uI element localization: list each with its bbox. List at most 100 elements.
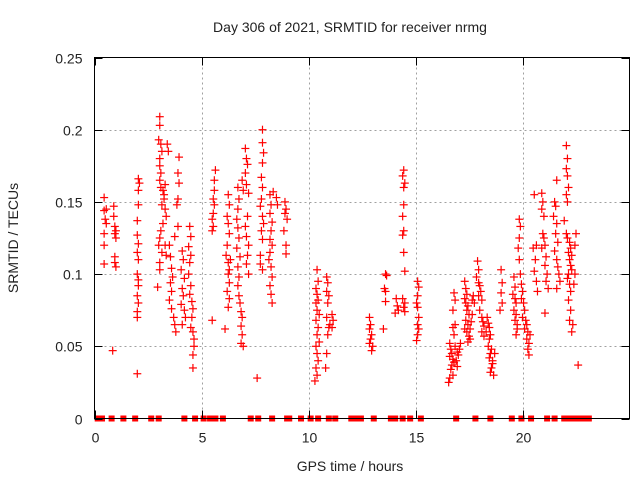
data-point <box>208 226 217 235</box>
data-point <box>233 262 242 271</box>
data-point <box>232 244 241 253</box>
data-point <box>209 222 218 231</box>
data-point <box>568 320 577 329</box>
data-point <box>257 226 266 235</box>
data-point <box>321 363 330 372</box>
data-point <box>552 284 561 293</box>
data-point <box>398 212 407 221</box>
data-point <box>473 257 482 266</box>
data-point <box>268 272 277 281</box>
data-point <box>134 298 143 307</box>
data-point <box>233 223 242 232</box>
data-point <box>166 278 175 287</box>
data-point <box>565 238 574 247</box>
data-point <box>225 278 234 287</box>
data-point <box>232 215 241 224</box>
data-point <box>186 281 195 290</box>
data-point <box>169 313 178 322</box>
data-point <box>155 154 164 163</box>
data-point <box>399 183 408 192</box>
data-point <box>253 374 262 383</box>
data-point <box>311 284 320 293</box>
data-point <box>170 232 179 241</box>
data-point <box>110 222 119 231</box>
data-point <box>210 186 219 195</box>
data-point <box>175 153 184 162</box>
data-point <box>543 270 552 279</box>
data-point <box>516 270 525 279</box>
data-point <box>133 313 142 322</box>
data-point <box>315 337 324 346</box>
data-point <box>400 267 409 276</box>
data-point <box>551 229 560 238</box>
data-point <box>280 197 289 206</box>
data-point <box>391 309 400 318</box>
data-point <box>100 206 109 215</box>
data-point <box>280 209 289 218</box>
data-point <box>155 265 164 274</box>
data-point <box>160 190 169 199</box>
data-point <box>550 197 559 206</box>
data-point <box>258 183 267 192</box>
x-tick-label: 20 <box>516 430 532 446</box>
data-point <box>311 342 320 351</box>
data-point <box>163 140 172 149</box>
data-point <box>524 339 533 348</box>
data-point <box>187 297 196 306</box>
data-point <box>367 346 376 355</box>
data-point <box>516 222 525 231</box>
data-point <box>537 244 546 253</box>
data-point <box>555 277 564 286</box>
data-point <box>225 200 234 209</box>
data-point <box>399 166 408 175</box>
data-point <box>273 200 282 209</box>
data-point <box>311 316 320 325</box>
data-point <box>267 290 276 299</box>
data-point <box>366 335 375 344</box>
data-point <box>242 154 251 163</box>
data-point <box>552 255 561 264</box>
data-point <box>100 229 109 238</box>
data-point <box>487 345 496 354</box>
y-axis-label: SRMTID / TECUs <box>5 183 21 293</box>
data-point <box>451 296 460 305</box>
data-point <box>532 277 541 286</box>
data-point <box>155 121 164 130</box>
data-point <box>367 330 376 339</box>
data-point <box>553 262 562 271</box>
data-point <box>177 265 186 274</box>
data-point <box>315 310 324 319</box>
data-point <box>538 197 547 206</box>
data-point <box>570 241 579 250</box>
data-point <box>175 179 184 188</box>
data-point <box>511 316 520 325</box>
data-point <box>267 262 276 271</box>
data-point <box>162 212 171 221</box>
data-point <box>413 320 422 329</box>
data-point <box>168 272 177 281</box>
data-point <box>311 363 320 372</box>
data-point <box>564 183 573 192</box>
data-point <box>483 313 492 322</box>
chart-title: Day 306 of 2021, SRMTID for receiver nrm… <box>213 19 487 35</box>
data-point <box>258 235 267 244</box>
data-point <box>265 281 274 290</box>
data-point <box>549 212 558 221</box>
data-point <box>133 216 142 225</box>
data-point <box>460 277 469 286</box>
data-point <box>515 234 524 242</box>
data-point <box>236 298 245 307</box>
data-point <box>237 322 246 331</box>
data-points <box>94 112 592 422</box>
data-point <box>209 195 218 204</box>
data-point <box>515 255 524 264</box>
data-point <box>109 212 118 221</box>
data-point <box>365 313 374 322</box>
data-point <box>400 179 409 188</box>
data-point <box>446 345 455 354</box>
data-point <box>512 310 521 319</box>
data-point <box>565 255 574 264</box>
data-point <box>314 277 323 286</box>
data-point <box>133 248 142 257</box>
data-point <box>172 200 181 209</box>
